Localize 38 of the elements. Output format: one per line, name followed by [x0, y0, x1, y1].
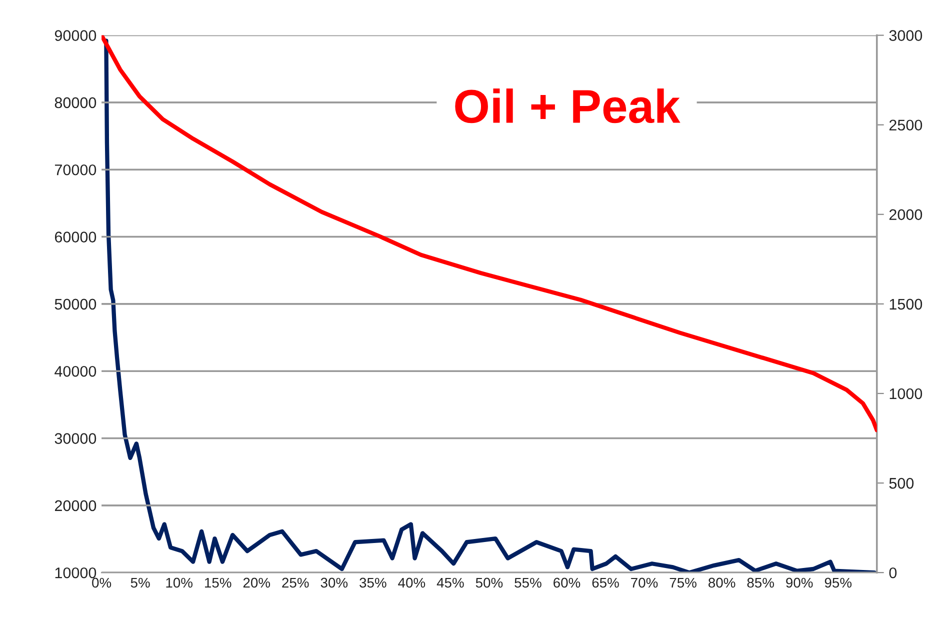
x-tick-label: 65% [592, 578, 619, 588]
x-tick-label: 90% [786, 578, 813, 588]
x-tick-label: 30% [320, 578, 348, 588]
y-tick-label: 60000 [54, 232, 96, 242]
x-tick-label: 5% [130, 578, 150, 588]
x-tick-label: 80% [708, 578, 736, 588]
x-tick-label: 10% [166, 578, 192, 588]
text: Oil + Peak [455, 88, 680, 124]
x-tick-label: 40% [398, 578, 426, 588]
x-tick-label: 0% [92, 578, 112, 588]
x-tick-label: 60% [554, 578, 580, 588]
y-tick-label: 20000 [54, 500, 96, 512]
y-tick-label: 70000 [54, 164, 96, 176]
y2-tick-label: 2500 [889, 120, 922, 131]
x-tick-label: 55% [514, 578, 542, 588]
line-series [104, 38, 877, 573]
y2-tick-label: 2000 [889, 209, 922, 220]
x-tick-label: 50% [476, 578, 503, 588]
x-tick-label: 20% [243, 578, 270, 588]
x-tick-label: 15% [205, 578, 232, 588]
y2-tick-label: 1000 [890, 388, 922, 400]
y-tick-label: 80000 [54, 97, 96, 108]
x-tick-label: 35% [360, 578, 386, 588]
y2-tick-label: 3000 [889, 30, 922, 41]
x-tick-label: 75% [670, 578, 696, 588]
y-tick-label: 10000 [55, 567, 96, 578]
y2-tick-label: 500 [889, 478, 914, 489]
x-tick-label: 45% [436, 578, 464, 588]
x-tick-label: 25% [282, 578, 309, 588]
y-tick-label: 40000 [54, 366, 96, 377]
x-tick-label: 85% [747, 578, 774, 588]
y2-tick-label: 0 [889, 567, 897, 578]
y-tick-label: 50000 [54, 298, 96, 310]
y2-tick-label: 1500 [890, 298, 922, 310]
y-tick-label: 90000 [54, 30, 96, 41]
x-tick-label: 70% [631, 578, 658, 588]
y-tick-label: 30000 [54, 433, 96, 444]
x-tick-label: 95% [824, 578, 852, 588]
